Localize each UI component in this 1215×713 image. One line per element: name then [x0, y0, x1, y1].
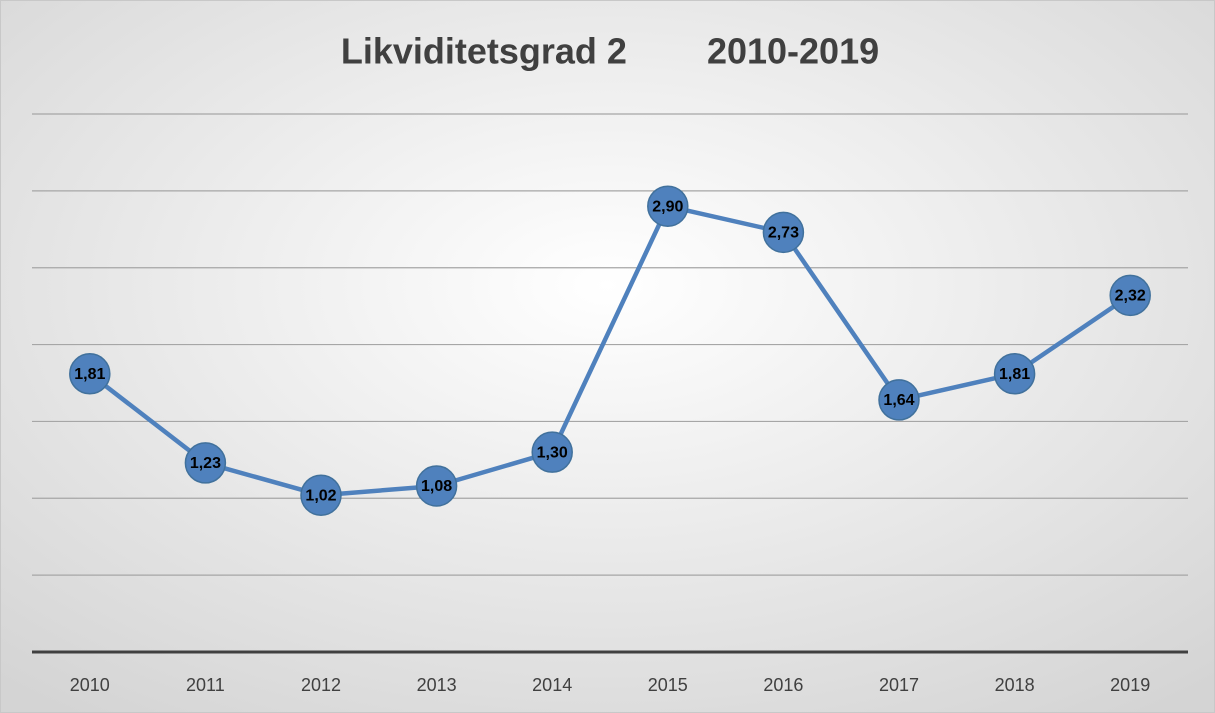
x-tick-label: 2015	[648, 675, 688, 695]
x-tick-label: 2011	[186, 675, 225, 695]
data-point	[647, 185, 689, 227]
plot: 2010 2011 2012 2013 2014 2015 2016 2017 2018 2019…	[69, 185, 1151, 695]
data-label: 1,30	[537, 444, 568, 461]
data-point	[415, 465, 458, 507]
data-point	[69, 353, 111, 395]
x-tick-label: 2016	[763, 675, 803, 695]
data-label: 1,02	[305, 487, 336, 504]
x-tick-label: 2012	[301, 675, 341, 695]
data-point	[762, 211, 805, 254]
data-label: 1,08	[421, 478, 452, 495]
data-label: 1,23	[190, 455, 221, 472]
data-point	[300, 474, 342, 516]
data-label: 1,81	[999, 366, 1030, 383]
data-label: 1,64	[883, 392, 914, 409]
data-label: 2,73	[768, 225, 799, 242]
data-point	[184, 442, 227, 484]
data-point	[1109, 274, 1151, 317]
data-point	[993, 353, 1036, 395]
data-point	[878, 379, 920, 421]
data-label: 2,32	[1115, 288, 1146, 305]
grid	[32, 113, 1188, 654]
data-label: 1,81	[74, 366, 105, 383]
x-tick-label: 2017	[879, 675, 919, 695]
x-tick-label: 2014	[532, 675, 572, 695]
data-point	[531, 431, 573, 473]
x-tick-label: 2018	[995, 675, 1035, 695]
chart-title: Likviditetsgrad 2 2010-2019	[341, 31, 879, 72]
x-tick-label: 2010	[70, 675, 110, 695]
data-label: 2,90	[652, 198, 683, 215]
series-line	[88, 203, 1132, 498]
x-tick-label: 2019	[1110, 675, 1150, 695]
x-tick-label: 2013	[417, 675, 457, 695]
